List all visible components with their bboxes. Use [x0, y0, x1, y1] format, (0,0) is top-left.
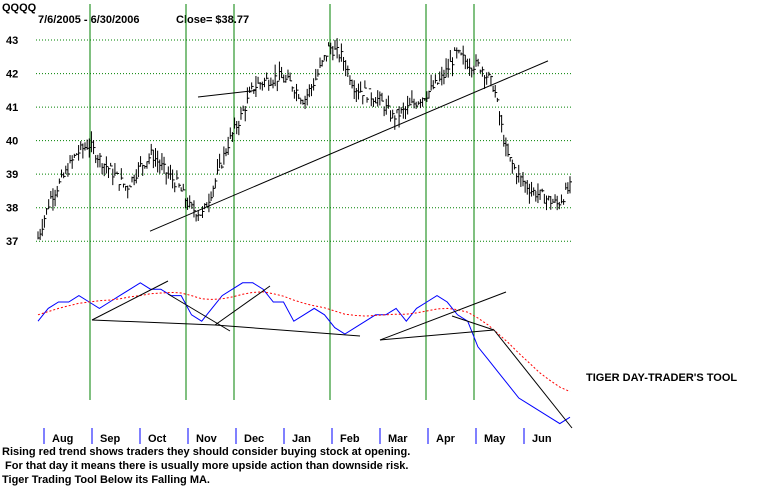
tool-trendline: [214, 285, 271, 326]
tool-trendline: [214, 324, 361, 337]
month-label-dec: Dec: [244, 433, 264, 445]
date-range-label: 7/6/2005 - 6/30/2006: [38, 14, 140, 26]
price-trendline: [197, 89, 257, 98]
y-tick-label: 40: [6, 136, 18, 148]
month-axis: Aug Sep Oct Nov Dec Jan Feb Mar Apr May Jun: [43, 428, 552, 445]
month-label-jun: Jun: [532, 433, 552, 445]
tool-label: TIGER DAY-TRADER'S TOOL: [586, 372, 738, 384]
ticker-label: QQQQ: [2, 2, 37, 14]
month-dividers: [89, 4, 475, 400]
y-tick-label: 38: [6, 203, 18, 215]
price-bars: [37, 38, 572, 241]
y-tick-label: 42: [6, 69, 18, 81]
month-label-oct: Oct: [148, 433, 167, 445]
month-label-aug: Aug: [52, 433, 73, 445]
month-label-apr: Apr: [436, 433, 456, 445]
tool-line: [37, 282, 571, 425]
close-price-label: Close= $38.77: [176, 14, 250, 26]
y-tick-label: 37: [6, 236, 18, 248]
price-trendline: [149, 60, 549, 232]
tool-trendline: [91, 319, 216, 326]
month-label-sep: Sep: [100, 433, 120, 445]
month-label-nov: Nov: [196, 433, 218, 445]
note-line-2: For that day it means there is usually m…: [2, 460, 409, 472]
month-label-may: May: [484, 433, 506, 445]
tool-trendline: [451, 315, 495, 331]
y-tick-label: 43: [6, 35, 18, 47]
month-label-jan: Jan: [292, 433, 311, 445]
tool-trendline: [91, 280, 169, 321]
y-tick-label: 41: [6, 102, 18, 114]
tool-trendline: [379, 291, 507, 341]
y-tick-label: 39: [6, 169, 18, 181]
tool-trendline: [379, 329, 495, 341]
tool-moving-average: [37, 291, 571, 393]
price-axis-ticks: 37 38 39 40 41 42 43: [6, 35, 18, 248]
note-line-1: Rising red trend shows traders they shou…: [2, 446, 411, 458]
price-grid: [36, 39, 572, 242]
tool-trendline: [167, 293, 231, 332]
tool-panel: [37, 280, 573, 429]
tool-trendline: [493, 329, 573, 429]
month-label-mar: Mar: [388, 433, 408, 445]
month-label-feb: Feb: [340, 433, 360, 445]
note-line-3: Tiger Trading Tool Below its Falling MA.: [2, 474, 210, 486]
price-trendlines: [149, 60, 549, 232]
